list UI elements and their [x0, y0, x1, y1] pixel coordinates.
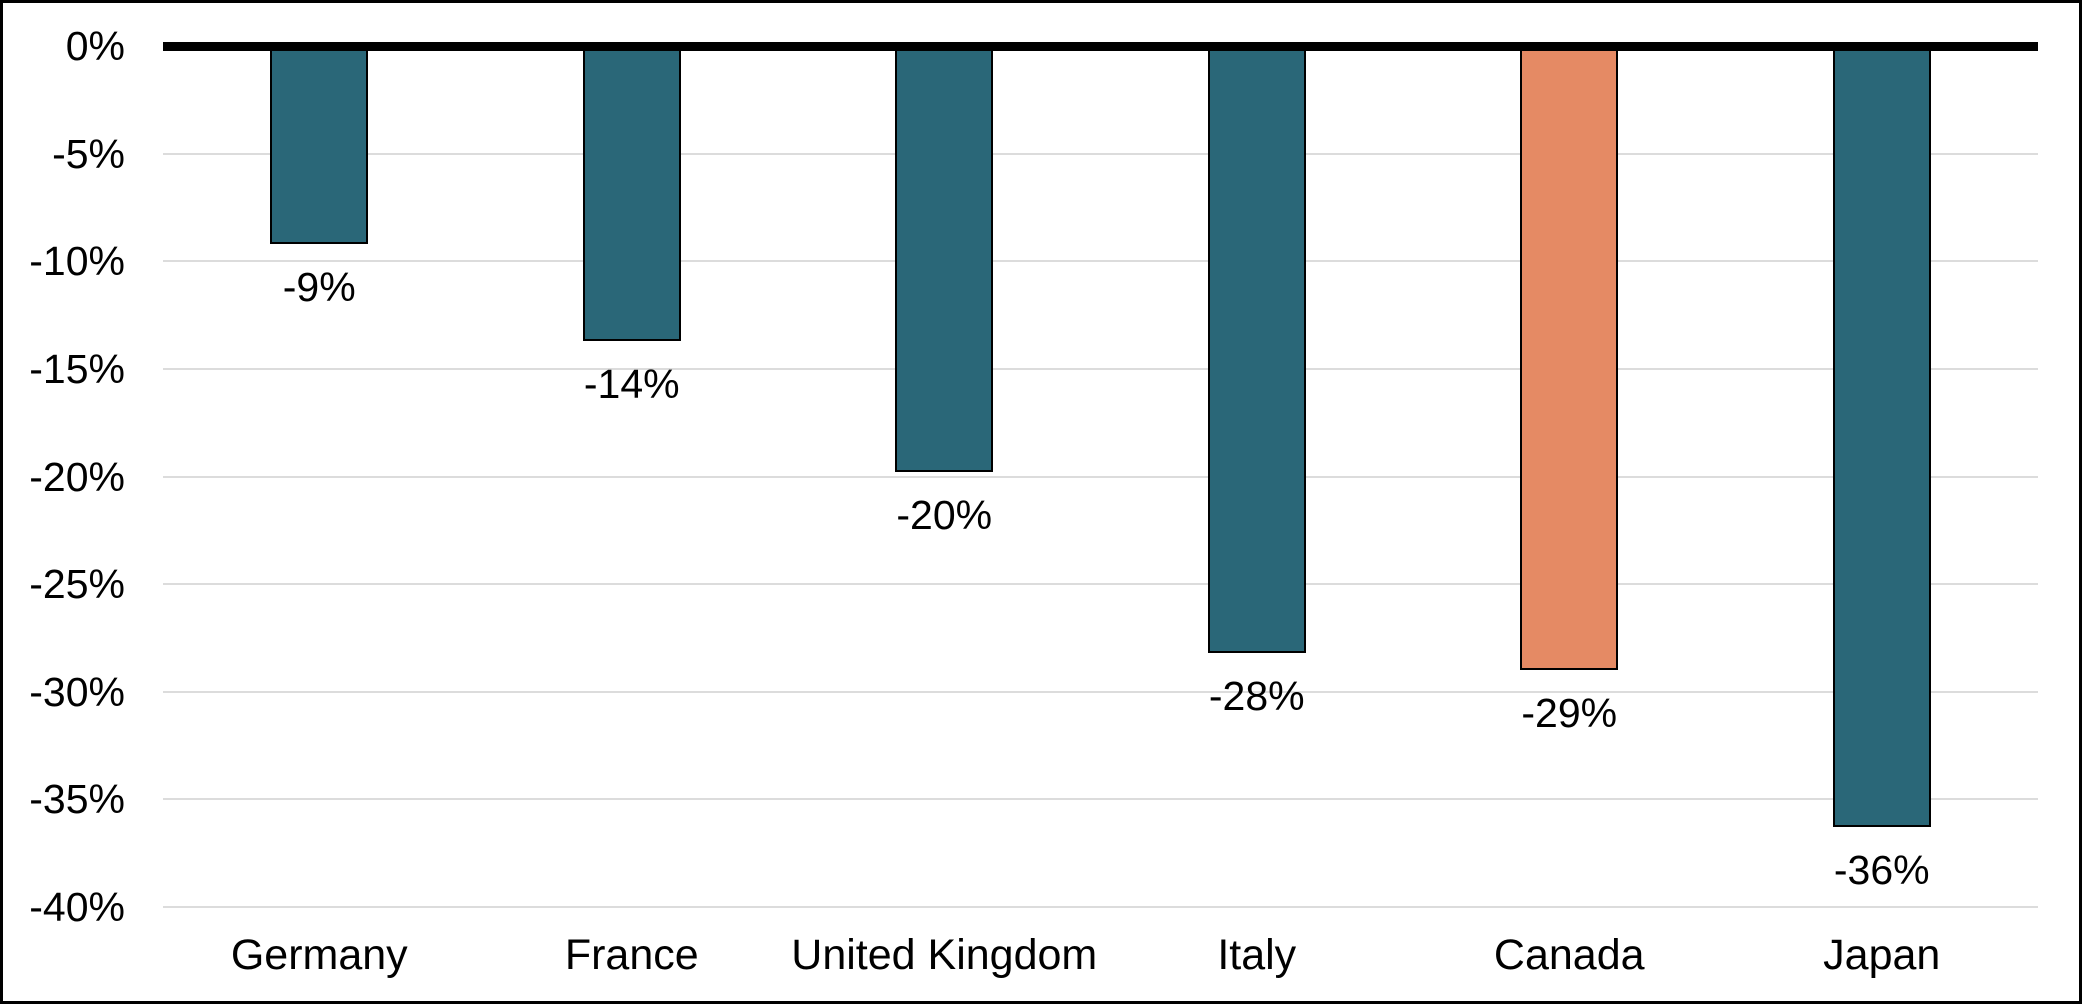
y-axis-tick-label: -5%	[52, 130, 125, 177]
y-axis-tick-label: -40%	[29, 884, 125, 930]
gridline	[163, 583, 2038, 586]
y-axis-tick-label: -15%	[29, 345, 125, 392]
gridline	[163, 798, 2038, 801]
x-axis-category-label: France	[564, 931, 699, 979]
gridline	[163, 260, 2038, 263]
y-axis-tick-label: -25%	[29, 561, 125, 608]
bar-value-label: -28%	[1208, 673, 1305, 719]
x-axis-category-label: United Kingdom	[791, 931, 1098, 979]
bar-canada	[1520, 46, 1619, 671]
x-axis-category-label: Germany	[230, 931, 408, 979]
gridline	[163, 475, 2038, 478]
gridline	[163, 367, 2038, 370]
zero-axis-line	[163, 42, 2038, 51]
y-axis-tick-label: 0%	[65, 23, 125, 69]
bar-value-label: -29%	[1521, 690, 1618, 737]
bar-germany	[270, 46, 369, 245]
bar-value-label: -20%	[896, 492, 993, 539]
x-axis-category-label: Japan	[1823, 931, 1941, 979]
y-axis-tick-label: -20%	[29, 453, 125, 500]
bar-value-label: -14%	[583, 360, 680, 407]
bar-japan	[1832, 46, 1931, 828]
gridline	[163, 152, 2038, 155]
bar-france	[582, 46, 681, 341]
x-axis-category-label: Italy	[1217, 931, 1297, 979]
bar-italy	[1207, 46, 1306, 653]
bar-value-label: -36%	[1833, 847, 1930, 894]
y-axis-tick-label: -30%	[29, 668, 125, 715]
y-axis-tick-label: -10%	[29, 238, 125, 285]
gridline	[163, 690, 2038, 693]
y-axis-tick-label: -35%	[29, 776, 125, 823]
x-axis-category-label: Canada	[1493, 931, 1645, 979]
bar-united-kingdom	[895, 46, 994, 473]
bar-value-label: -9%	[282, 264, 356, 311]
gridline	[163, 906, 2038, 908]
